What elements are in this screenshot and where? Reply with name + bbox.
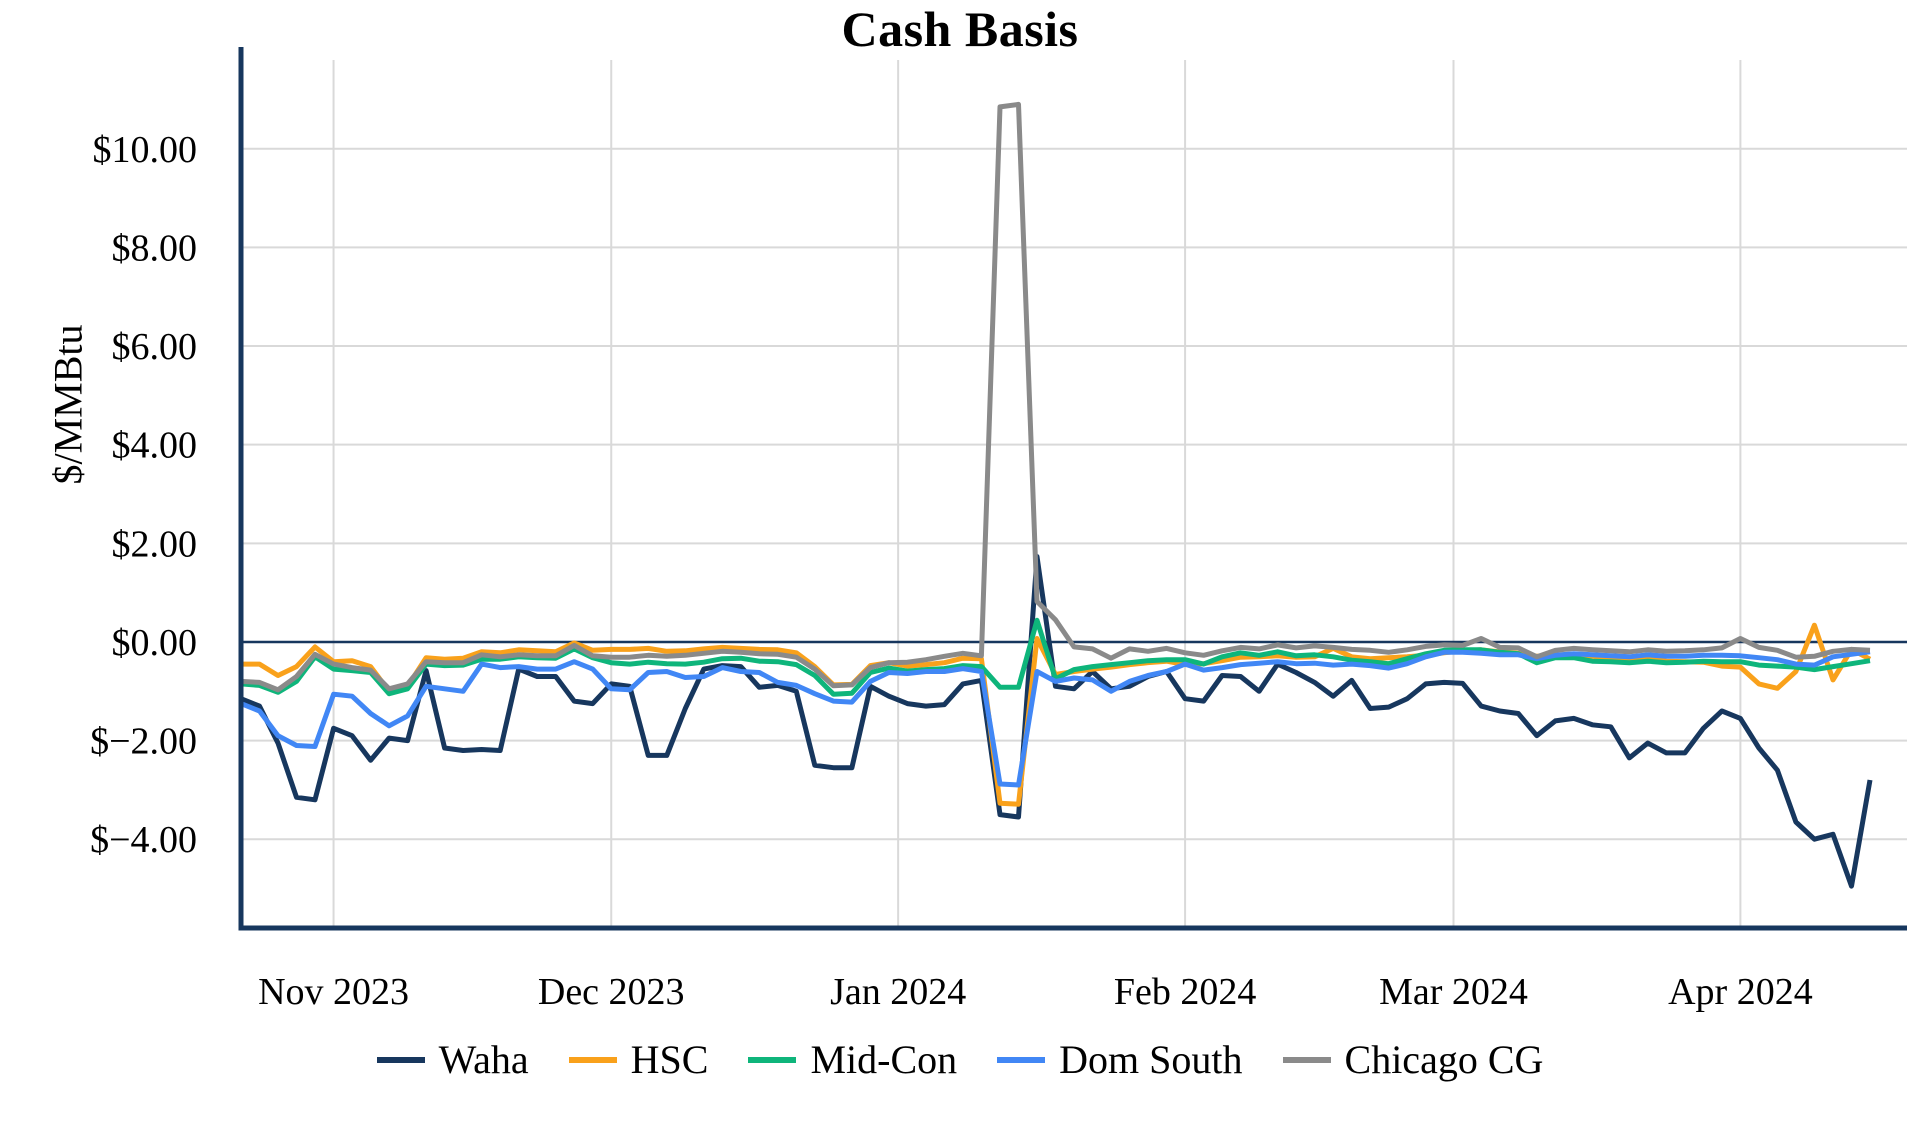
legend-label: HSC	[630, 1037, 709, 1082]
y-tick-label: $10.00	[93, 129, 198, 171]
series-line-dom-south	[240, 649, 1871, 788]
legend-item-hsc: HSC	[568, 1036, 709, 1083]
legend-label: Waha	[438, 1037, 529, 1082]
x-tick-label: Nov 2023	[258, 971, 409, 1013]
page-title: Cash Basis	[841, 1, 1079, 57]
legend-item-dom-south: Dom South	[997, 1036, 1243, 1083]
legend-item-waha: Waha	[376, 1036, 529, 1083]
y-tick-label: $−2.00	[90, 721, 197, 763]
y-tick-label: $2.00	[112, 523, 198, 565]
x-tick-label: Dec 2023	[538, 971, 685, 1013]
legend: Waha HSC Mid-Con Dom South Chicago CG	[0, 1036, 1920, 1083]
legend-item-chicago-cg: Chicago CG	[1282, 1036, 1544, 1083]
legend-swatch-chicago-cg	[1282, 1056, 1331, 1063]
legend-item-mid-con: Mid-Con	[748, 1036, 957, 1083]
series-line-chicago-cg	[240, 101, 1871, 693]
y-tick-label: $6.00	[112, 326, 198, 368]
legend-swatch-mid-con	[748, 1056, 797, 1063]
legend-swatch-dom-south	[997, 1056, 1046, 1063]
x-tick-label: Feb 2024	[1114, 971, 1257, 1013]
series-line-waha	[240, 554, 1873, 889]
y-tick-label: $0.00	[112, 622, 198, 664]
legend-label: Chicago CG	[1344, 1037, 1544, 1082]
y-tick-label: $8.00	[112, 227, 198, 269]
legend-swatch-waha	[376, 1056, 425, 1063]
legend-swatch-hsc	[568, 1056, 617, 1063]
legend-label: Mid-Con	[810, 1037, 958, 1082]
x-tick-label: Jan 2024	[830, 971, 966, 1013]
y-tick-label: $4.00	[112, 425, 198, 467]
x-tick-label: Apr 2024	[1668, 971, 1813, 1013]
x-tick-label: Mar 2024	[1379, 971, 1528, 1013]
axis-frame	[238, 47, 1907, 931]
legend-label: Dom South	[1059, 1037, 1243, 1082]
y-tick-label: $−4.00	[90, 819, 197, 861]
